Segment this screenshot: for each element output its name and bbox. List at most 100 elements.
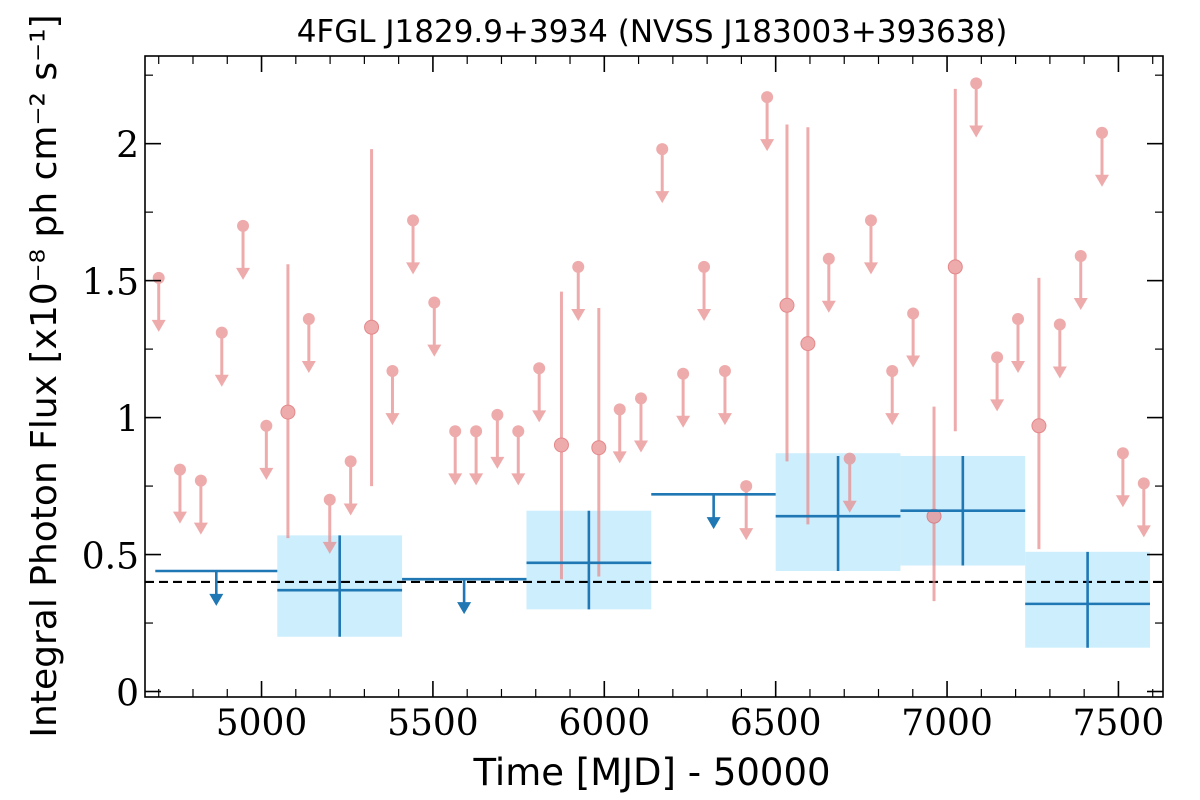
upper-limit-arrowhead	[427, 344, 442, 357]
y-tick-label: 2	[116, 126, 139, 167]
x-tick-label: 7000	[901, 703, 993, 744]
upper-limit-marker	[301, 312, 316, 374]
detection-point	[947, 88, 963, 432]
upper-limit-marker	[1136, 477, 1151, 538]
long-bin-point	[526, 510, 652, 610]
upper-limit-marker	[322, 493, 337, 554]
upper-limit-marker	[717, 365, 732, 426]
detection-point	[1031, 277, 1047, 550]
upper-limit-marker	[214, 326, 229, 387]
upper-limit-arrowhead	[236, 267, 251, 280]
upper-limit-point	[173, 463, 186, 476]
upper-limit-marker	[1094, 126, 1109, 187]
upper-limit-point	[215, 326, 228, 339]
detection-point	[800, 127, 816, 525]
upper-limit-point	[843, 452, 856, 465]
upper-limit-point	[1116, 447, 1129, 460]
upper-limit-marker	[633, 392, 648, 453]
long-bin-point	[277, 535, 403, 637]
upper-limit-arrowhead	[301, 361, 316, 374]
upper-limit-marker	[655, 143, 670, 204]
long-bin-ul-arrowhead	[209, 593, 224, 606]
upper-limit-marker	[427, 296, 442, 357]
x-tick-label: 6500	[730, 703, 822, 744]
upper-limit-marker	[821, 252, 836, 313]
long-bin-upper-limit	[402, 577, 527, 615]
data-point	[800, 336, 816, 352]
upper-limit-arrowhead	[1094, 174, 1109, 187]
upper-limit-marker	[571, 260, 586, 321]
data-point	[779, 297, 795, 313]
upper-limit-arrowhead	[343, 503, 358, 516]
x-tick-label: 7500	[1073, 703, 1165, 744]
upper-limit-point	[491, 408, 504, 421]
upper-limit-arrowhead	[172, 511, 187, 524]
upper-limit-point	[260, 419, 273, 432]
upper-limit-marker	[1073, 249, 1088, 311]
data-point	[1031, 418, 1047, 434]
upper-limit-arrowhead	[193, 522, 208, 535]
long-bin-point	[900, 455, 1026, 566]
upper-limit-point	[634, 392, 647, 405]
upper-limit-arrowhead	[697, 308, 712, 321]
upper-limit-arrowhead	[532, 410, 547, 423]
upper-limit-point	[572, 260, 585, 273]
upper-limit-arrowhead	[1011, 361, 1026, 374]
upper-limit-marker	[885, 365, 900, 426]
upper-limit-point	[470, 425, 483, 438]
upper-limit-marker	[760, 91, 775, 152]
upper-limit-point	[407, 214, 420, 227]
upper-limit-marker	[236, 219, 251, 280]
upper-limit-point	[761, 91, 774, 104]
data-point	[280, 404, 296, 420]
upper-limit-arrowhead	[1115, 495, 1130, 508]
upper-limit-marker	[385, 365, 400, 426]
detection-point	[553, 291, 569, 580]
chart-title: 4FGL J1829.9+3934 (NVSS J183003+393638)	[297, 14, 1008, 50]
detection-point	[280, 264, 296, 539]
upper-limit-marker	[490, 408, 505, 469]
upper-limit-arrowhead	[717, 413, 732, 426]
long-bin-bands	[277, 453, 1150, 648]
upper-limit-arrowhead	[571, 308, 586, 321]
upper-limit-marker	[532, 362, 547, 423]
x-tick-label: 6000	[558, 703, 650, 744]
upper-limit-point	[512, 425, 525, 438]
axes-frame	[144, 55, 1164, 698]
upper-limit-arrowhead	[511, 473, 526, 486]
long-bin-upper-limit	[155, 569, 278, 606]
upper-limit-point	[302, 312, 315, 325]
long-bin-ul-arrowhead	[706, 517, 721, 530]
upper-limit-marker	[448, 425, 463, 486]
upper-limit-arrowhead	[385, 413, 400, 426]
y-tick-label: 1.5	[82, 263, 139, 304]
axes: 5000 5500 6000 6500 7000 7500 0 0.5 1 1.5 2	[82, 55, 1165, 744]
long-bin-ul-arrowhead	[457, 602, 472, 615]
upper-limit-arrowhead	[676, 415, 691, 428]
upper-limit-point	[1095, 126, 1108, 139]
upper-limit-point	[907, 307, 920, 320]
upper-limit-arrowhead	[1052, 366, 1067, 379]
upper-limit-marker	[842, 452, 857, 513]
upper-limit-marker	[151, 271, 166, 332]
upper-limit-arrowhead	[448, 473, 463, 486]
upper-limit-marker	[172, 463, 187, 524]
y-tick-label: 0	[116, 674, 139, 715]
upper-limit-point	[677, 367, 690, 380]
detection-point	[591, 308, 607, 577]
upper-limit-arrowhead	[490, 456, 505, 469]
upper-limit-point	[718, 365, 731, 378]
upper-limit-point	[344, 455, 357, 468]
upper-limit-arrowhead	[1073, 298, 1088, 311]
detection-point	[364, 149, 380, 487]
data-point	[947, 259, 963, 275]
upper-limit-point	[970, 77, 983, 90]
upper-limit-arrowhead	[1136, 525, 1151, 538]
x-axis-label: Time [MJD] - 50000	[472, 751, 830, 794]
data-point	[926, 508, 942, 524]
upper-limit-point	[740, 480, 753, 493]
upper-limit-arrowhead	[821, 300, 836, 313]
y-tick-label: 1	[116, 400, 139, 441]
upper-limit-marker	[676, 367, 691, 428]
